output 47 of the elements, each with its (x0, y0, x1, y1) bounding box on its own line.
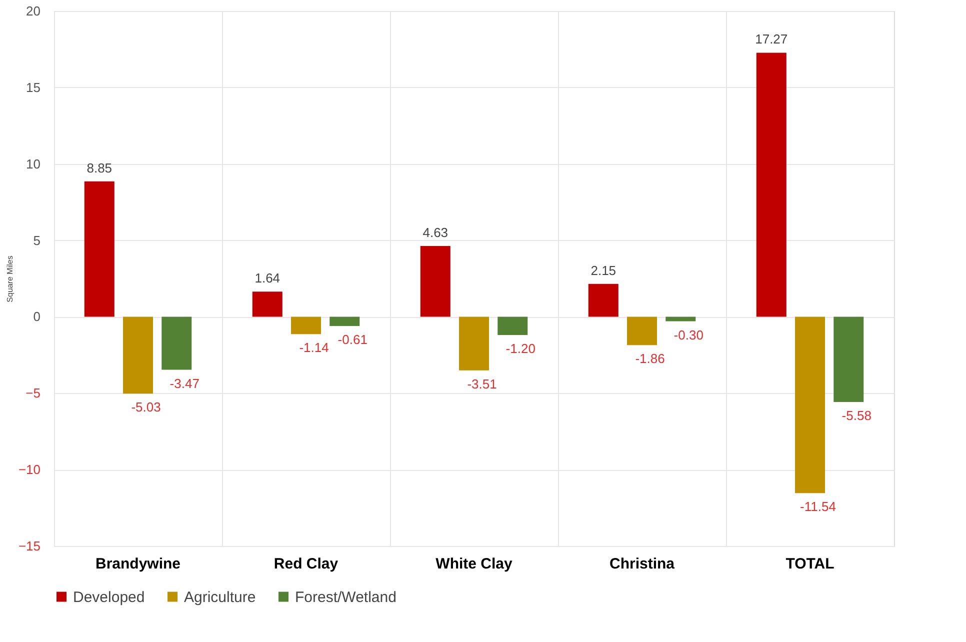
x-tick-label: Red Clay (274, 556, 339, 572)
data-label: -3.47 (170, 376, 200, 391)
y-tick-label: −15 (18, 538, 40, 554)
data-label: -5.58 (842, 408, 872, 424)
bar (756, 52, 786, 317)
data-label: -3.51 (467, 376, 497, 392)
bar (498, 316, 528, 336)
data-label: -5.03 (131, 400, 161, 415)
x-tick-label: Brandywine (95, 556, 181, 572)
data-label: 8.85 (86, 160, 112, 176)
bar (84, 181, 114, 317)
bar (795, 316, 825, 494)
y-tick-label: 5 (33, 232, 40, 248)
bar (666, 316, 696, 322)
legend-label: Developed (73, 588, 145, 606)
bar (588, 284, 618, 317)
bar (162, 316, 192, 370)
data-label: 1.64 (254, 270, 280, 286)
data-label: -1.86 (635, 351, 665, 366)
bar (123, 316, 153, 394)
y-tick-label: 20 (26, 4, 40, 18)
y-tick-label: 0 (33, 309, 40, 324)
bar (420, 246, 450, 317)
x-tick-label: White Clay (436, 556, 513, 572)
y-axis-title: Square Miles (5, 256, 14, 302)
data-label: -1.14 (299, 340, 329, 356)
data-label: -11.54 (800, 499, 836, 514)
data-label: -1.20 (506, 341, 536, 356)
y-tick-label: −5 (26, 386, 40, 401)
bar (834, 316, 864, 402)
data-label: 17.27 (755, 32, 788, 47)
bar (459, 316, 489, 370)
data-label: 2.15 (590, 262, 616, 278)
data-label: 4.63 (422, 224, 448, 240)
legend-label: Forest/Wetland (295, 588, 396, 606)
x-tick-label: TOTAL (786, 556, 834, 572)
y-tick-label: 15 (26, 80, 40, 95)
data-label: -0.61 (338, 332, 368, 348)
y-tick-label: 10 (26, 156, 40, 172)
bar (252, 292, 282, 317)
y-tick-label: −10 (18, 462, 40, 478)
bar (291, 316, 321, 334)
data-label: -0.30 (674, 327, 704, 342)
bar (330, 316, 360, 326)
bar (627, 316, 657, 346)
legend-label: Agriculture (184, 588, 256, 606)
x-tick-label: Christina (609, 556, 676, 572)
